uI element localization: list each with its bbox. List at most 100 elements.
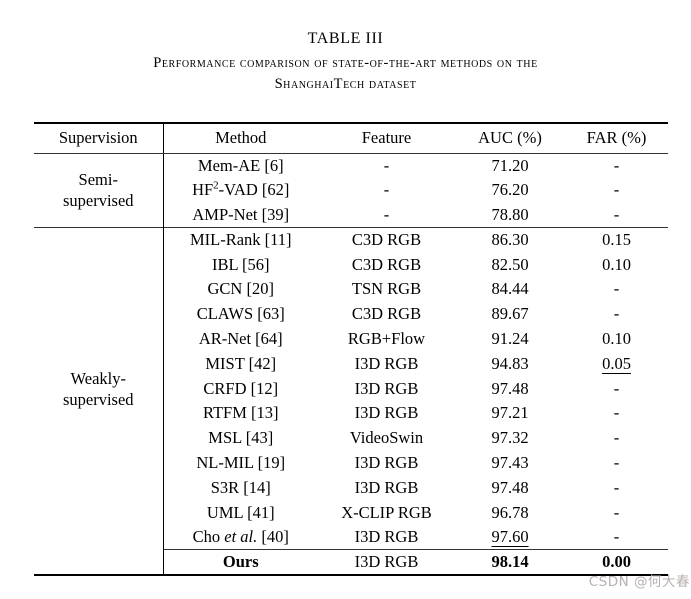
feature-cell: C3D RGB	[351, 304, 422, 324]
feature-cell: C3D RGB	[318, 226, 455, 253]
auc-cell: 97.32	[491, 428, 529, 448]
feature-cell: RGB+Flow	[347, 328, 426, 348]
method-cell: Mem-AE [6]	[197, 155, 284, 175]
table-row: MIST [42] I3D RGB 94.83 0.05	[34, 351, 668, 376]
table-row: UML [41] X-CLIP RGB 96.78 -	[34, 500, 668, 525]
auc-cell: 76.20	[491, 180, 529, 200]
far-cell: -	[613, 304, 620, 324]
supervision-empty-cell	[34, 549, 164, 576]
auc-cell: 98.14	[455, 549, 565, 576]
method-cell: MIST [42]	[205, 353, 277, 373]
feature-cell: I3D RGB	[354, 527, 419, 547]
results-table: Supervision Method Feature AUC (%) FAR (%) S…	[34, 122, 668, 577]
feature-cell: -	[383, 180, 390, 200]
method-cell: UML [41]	[206, 502, 275, 522]
column-header-auc: AUC (%)	[455, 123, 565, 154]
method-cell: MIL-Rank [11]	[163, 226, 318, 253]
auc-cell: 78.80	[491, 204, 529, 224]
far-cell: -	[613, 279, 620, 299]
table-row: CRFD [12] I3D RGB 97.48 -	[34, 376, 668, 401]
auc-cell: 89.67	[491, 304, 529, 324]
far-cell: 0.10	[602, 328, 631, 348]
column-header-supervision: Supervision	[34, 123, 164, 154]
table-row: NL-MIL [19] I3D RGB 97.43 -	[34, 451, 668, 476]
table-row: IBL [56] C3D RGB 82.50 0.10	[34, 252, 668, 277]
feature-cell: -	[383, 204, 390, 224]
watermark: CSDN @何大春	[588, 574, 690, 590]
table-number-title: TABLE III	[307, 30, 384, 47]
table-row: RTFM [13] I3D RGB 97.21 -	[34, 401, 668, 426]
caption-line-1: Performance comparison of state-of-the-a…	[153, 55, 538, 71]
feature-cell: -	[383, 155, 390, 175]
method-cell: RTFM [13]	[202, 403, 279, 423]
method-cell: HF2-VAD [62]	[192, 179, 290, 200]
auc-cell: 97.21	[491, 403, 529, 423]
method-cell: CRFD [12]	[203, 378, 279, 398]
feature-cell: I3D RGB	[354, 353, 419, 373]
table-row: Semi-supervised Mem-AE [6] - 71.20 -	[34, 153, 668, 228]
auc-cell: 97.48	[491, 477, 529, 497]
far-cell: -	[613, 155, 620, 175]
feature-cell: VideoSwin	[349, 428, 424, 448]
feature-cell: C3D RGB	[351, 254, 422, 274]
method-cell: NL-MIL [19]	[196, 452, 286, 472]
table-row: MSL [43] VideoSwin 97.32 -	[34, 426, 668, 451]
feature-cell: I3D RGB	[354, 477, 419, 497]
method-cell: GCN [20]	[207, 279, 274, 299]
far-cell: -	[613, 527, 620, 547]
feature-cell: I3D RGB	[318, 549, 455, 576]
feature-cell: I3D RGB	[354, 403, 419, 423]
far-cell: -	[613, 452, 620, 472]
method-cell: MSL [43]	[208, 428, 274, 448]
table-row: CLAWS [63] C3D RGB 89.67 -	[34, 302, 668, 327]
far-cell: 0.10	[602, 254, 631, 274]
auc-cell: 84.44	[491, 279, 529, 299]
feature-cell: TSN RGB	[351, 279, 422, 299]
far-cell: 0.00	[565, 549, 668, 576]
auc-cell: 71.20	[491, 155, 529, 175]
far-cell: -	[613, 428, 620, 448]
supervision-cell: Semi-supervised	[34, 153, 164, 228]
auc-cell: 82.50	[491, 254, 529, 274]
auc-cell: 86.30	[455, 226, 565, 253]
far-cell: -	[613, 403, 620, 423]
auc-cell: 91.24	[491, 328, 529, 348]
column-header-far: FAR (%)	[565, 123, 668, 154]
far-cell: -	[613, 180, 620, 200]
table-row: AR-Net [64] RGB+Flow 91.24 0.10	[34, 327, 668, 352]
ours-row: Ours I3D RGB 98.14 0.00	[34, 549, 668, 576]
column-header-method: Method	[163, 123, 318, 154]
far-cell: -	[613, 204, 620, 224]
auc-cell: 96.78	[491, 502, 529, 522]
column-header-feature: Feature	[318, 123, 455, 154]
table-row: Weakly-supervised MIL-Rank [11] C3D RGB 86.…	[34, 226, 668, 550]
table-row: S3R [14] I3D RGB 97.48 -	[34, 475, 668, 500]
method-cell: AMP-Net [39]	[192, 204, 290, 224]
far-cell: 0.15	[565, 226, 668, 253]
supervision-cell: Weakly-supervised	[34, 226, 164, 550]
method-cell: CLAWS [63]	[196, 304, 285, 324]
table-row: HF2-VAD [62] - 76.20 -	[34, 178, 668, 203]
method-cell: IBL [56]	[211, 254, 270, 274]
method-cell: Ours	[163, 549, 318, 576]
method-cell: Cho et al. [40]	[192, 527, 289, 547]
caption-line-2: ShanghaiTech dataset	[274, 76, 417, 92]
far-cell: -	[613, 378, 620, 398]
auc-cell: 94.83	[491, 353, 529, 373]
far-cell: -	[613, 477, 620, 497]
title-block: TABLE III Performance comparison of stat…	[0, 30, 691, 95]
feature-cell: I3D RGB	[354, 378, 419, 398]
far-cell: 0.05	[602, 353, 631, 373]
far-cell: -	[613, 502, 620, 522]
auc-cell: 97.48	[491, 378, 529, 398]
auc-cell: 97.60	[491, 527, 529, 547]
header-row: Supervision Method Feature AUC (%) FAR (%)	[34, 123, 668, 154]
table-row: Cho et al. [40] I3D RGB 97.60 -	[34, 525, 668, 550]
method-cell: AR-Net [64]	[198, 328, 283, 348]
feature-cell: I3D RGB	[354, 452, 419, 472]
table-row: GCN [20] TSN RGB 84.44 -	[34, 277, 668, 302]
table-row: AMP-Net [39] - 78.80 -	[34, 203, 668, 228]
auc-cell: 97.43	[491, 452, 529, 472]
table-caption: Performance comparison of state-of-the-a…	[0, 53, 691, 95]
